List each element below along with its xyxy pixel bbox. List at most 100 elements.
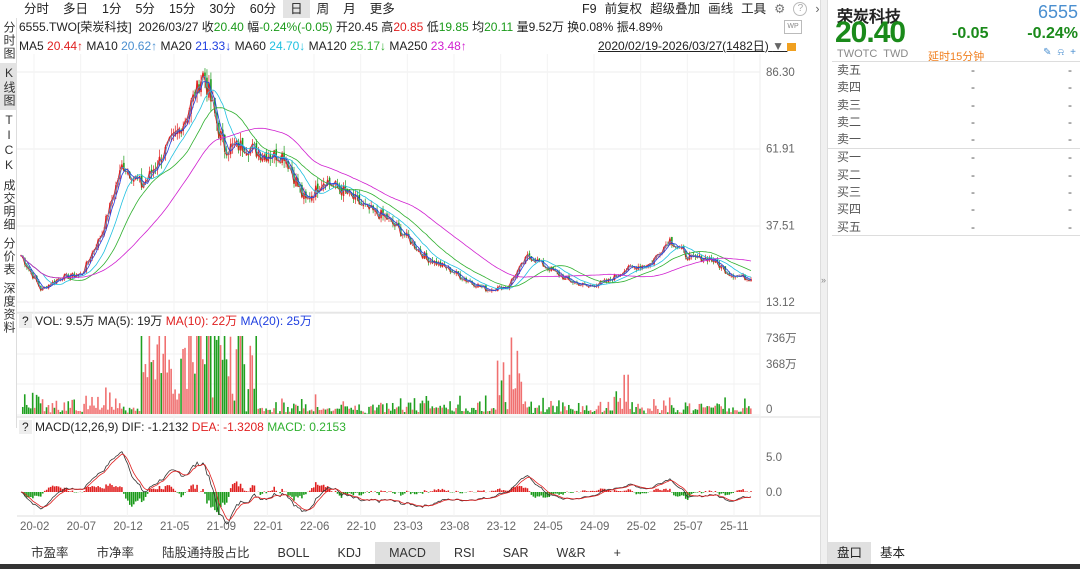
candle-body xyxy=(202,72,204,79)
indicator-tab[interactable]: MACD xyxy=(375,542,440,564)
indicator-tab[interactable]: BOLL xyxy=(277,546,310,560)
left-tab[interactable]: 分时图 xyxy=(2,21,16,60)
gear-icon[interactable]: ⚙ xyxy=(774,2,786,16)
indicator-tab[interactable]: W&R xyxy=(556,546,586,560)
lock-icon[interactable] xyxy=(787,42,797,51)
delay-label: 延时15分钟 xyxy=(928,51,985,63)
add-icon[interactable]: + xyxy=(1070,47,1076,58)
tools-button[interactable]: 工具 xyxy=(741,2,767,16)
volume-bar xyxy=(287,406,289,414)
volume-bar xyxy=(595,409,598,414)
volume-bar xyxy=(73,399,75,414)
collapse-icon[interactable]: » xyxy=(821,275,827,285)
macd-help-button[interactable]: ? xyxy=(19,420,32,434)
volume-bar xyxy=(114,398,117,414)
candle-body xyxy=(340,187,343,195)
candle-body xyxy=(121,164,123,170)
indicator-tab[interactable]: RSI xyxy=(453,546,475,560)
volume-bar xyxy=(109,392,111,414)
candle-body xyxy=(750,279,752,281)
order-book-row: 卖五 - - xyxy=(828,62,1080,79)
indicator-tab[interactable]: 市净率 xyxy=(96,546,135,560)
period-tab[interactable]: 1分 xyxy=(102,2,122,16)
level-price: - xyxy=(971,167,975,182)
left-tab[interactable]: 成交明细 xyxy=(2,179,16,231)
chart-area[interactable]: 86.30 61.91 37.51 13.12 20-02 20-07 20-12 21-05… xyxy=(0,54,822,544)
date-range-select[interactable]: 2020/02/19-2026/03/27(1482日) ▼ xyxy=(598,37,797,55)
volume-bar xyxy=(579,412,582,414)
candle-body xyxy=(441,262,444,268)
left-tab-active[interactable]: K线图 xyxy=(0,63,17,110)
volume-bar xyxy=(740,411,742,414)
volume-bar xyxy=(439,405,441,414)
wp-icon[interactable]: WP xyxy=(784,20,802,34)
volume-bar xyxy=(690,413,693,414)
candle-body xyxy=(263,154,266,160)
left-tab[interactable]: 分价表 xyxy=(2,237,16,276)
volume-bar xyxy=(583,410,586,414)
candle-body xyxy=(574,282,576,284)
price-tick-label: 13.12 xyxy=(766,297,795,309)
indicator-tab[interactable]: 市盈率 xyxy=(31,546,69,560)
adjust-button[interactable]: 前复权 xyxy=(604,2,643,16)
period-tab[interactable]: 60分 xyxy=(249,2,277,16)
volume-bar xyxy=(714,405,716,414)
volume-bar xyxy=(51,403,54,414)
volume-bar xyxy=(425,396,428,414)
volume-bar xyxy=(61,410,64,414)
draw-button[interactable]: 画线 xyxy=(708,2,734,16)
volume-bar xyxy=(140,336,143,414)
f9-button[interactable]: F9 xyxy=(582,2,597,16)
period-tab[interactable]: 30分 xyxy=(209,2,236,16)
volume-bar xyxy=(532,412,534,414)
period-tab[interactable]: 周 xyxy=(316,2,330,16)
period-tab[interactable]: 分时 xyxy=(24,2,50,16)
period-tab[interactable]: 更多 xyxy=(369,2,395,16)
indicator-tab[interactable]: SAR xyxy=(502,546,529,560)
x-tick-label: 22-06 xyxy=(300,521,329,533)
indicator-tab[interactable]: 陆股通持股占比 xyxy=(162,546,250,560)
vol-help-button[interactable]: ? xyxy=(19,314,32,328)
volume-bar xyxy=(332,410,335,414)
alert-icon[interactable]: ⍾ xyxy=(1057,47,1065,58)
volume-bar xyxy=(706,406,709,414)
amp-value: 4.89% xyxy=(628,20,663,34)
right-tab[interactable]: 基本 xyxy=(880,546,906,560)
volume-bar xyxy=(621,408,624,414)
edit-icon[interactable]: ✎ xyxy=(1043,47,1052,58)
indicator-tab[interactable]: + xyxy=(613,546,621,560)
indicator-tab[interactable]: KDJ xyxy=(337,546,362,560)
volume-bar xyxy=(653,399,655,414)
volume-bar xyxy=(269,409,271,414)
period-tab[interactable]: 多日 xyxy=(63,2,89,16)
left-tab[interactable]: 深度资料 xyxy=(2,282,16,334)
volume-bar xyxy=(643,410,645,414)
volume-bar xyxy=(33,407,36,414)
volume-bar xyxy=(237,336,240,414)
period-tab[interactable]: 日 xyxy=(283,0,310,18)
volume-bar xyxy=(662,400,665,414)
chevron-right-icon[interactable]: › xyxy=(815,2,820,16)
volume-bar xyxy=(441,407,443,414)
period-tab[interactable]: 月 xyxy=(343,2,356,16)
right-tab[interactable]: 盘口 xyxy=(828,542,872,564)
volume-bar xyxy=(49,412,52,414)
volume-bar xyxy=(126,412,129,414)
volume-bar xyxy=(649,408,651,414)
left-tab[interactable]: TICK xyxy=(2,113,16,173)
overlay-button[interactable]: 超级叠加 xyxy=(650,2,701,16)
period-tab[interactable]: 5分 xyxy=(135,2,155,16)
volume-bar xyxy=(188,336,190,414)
open-label: 开 xyxy=(335,20,348,34)
volume-bar xyxy=(647,408,649,414)
volume-bar xyxy=(364,412,366,414)
period-tab[interactable]: 15分 xyxy=(168,2,196,16)
price-tick-label: 37.51 xyxy=(766,220,795,232)
panel-splitter[interactable]: » xyxy=(820,0,828,564)
volume-bar xyxy=(101,407,103,414)
volume-bar xyxy=(43,411,46,414)
question-icon[interactable]: ? xyxy=(793,2,808,16)
volume-bar xyxy=(330,411,333,414)
volume-bar xyxy=(619,398,622,414)
volume-bar xyxy=(611,410,614,414)
